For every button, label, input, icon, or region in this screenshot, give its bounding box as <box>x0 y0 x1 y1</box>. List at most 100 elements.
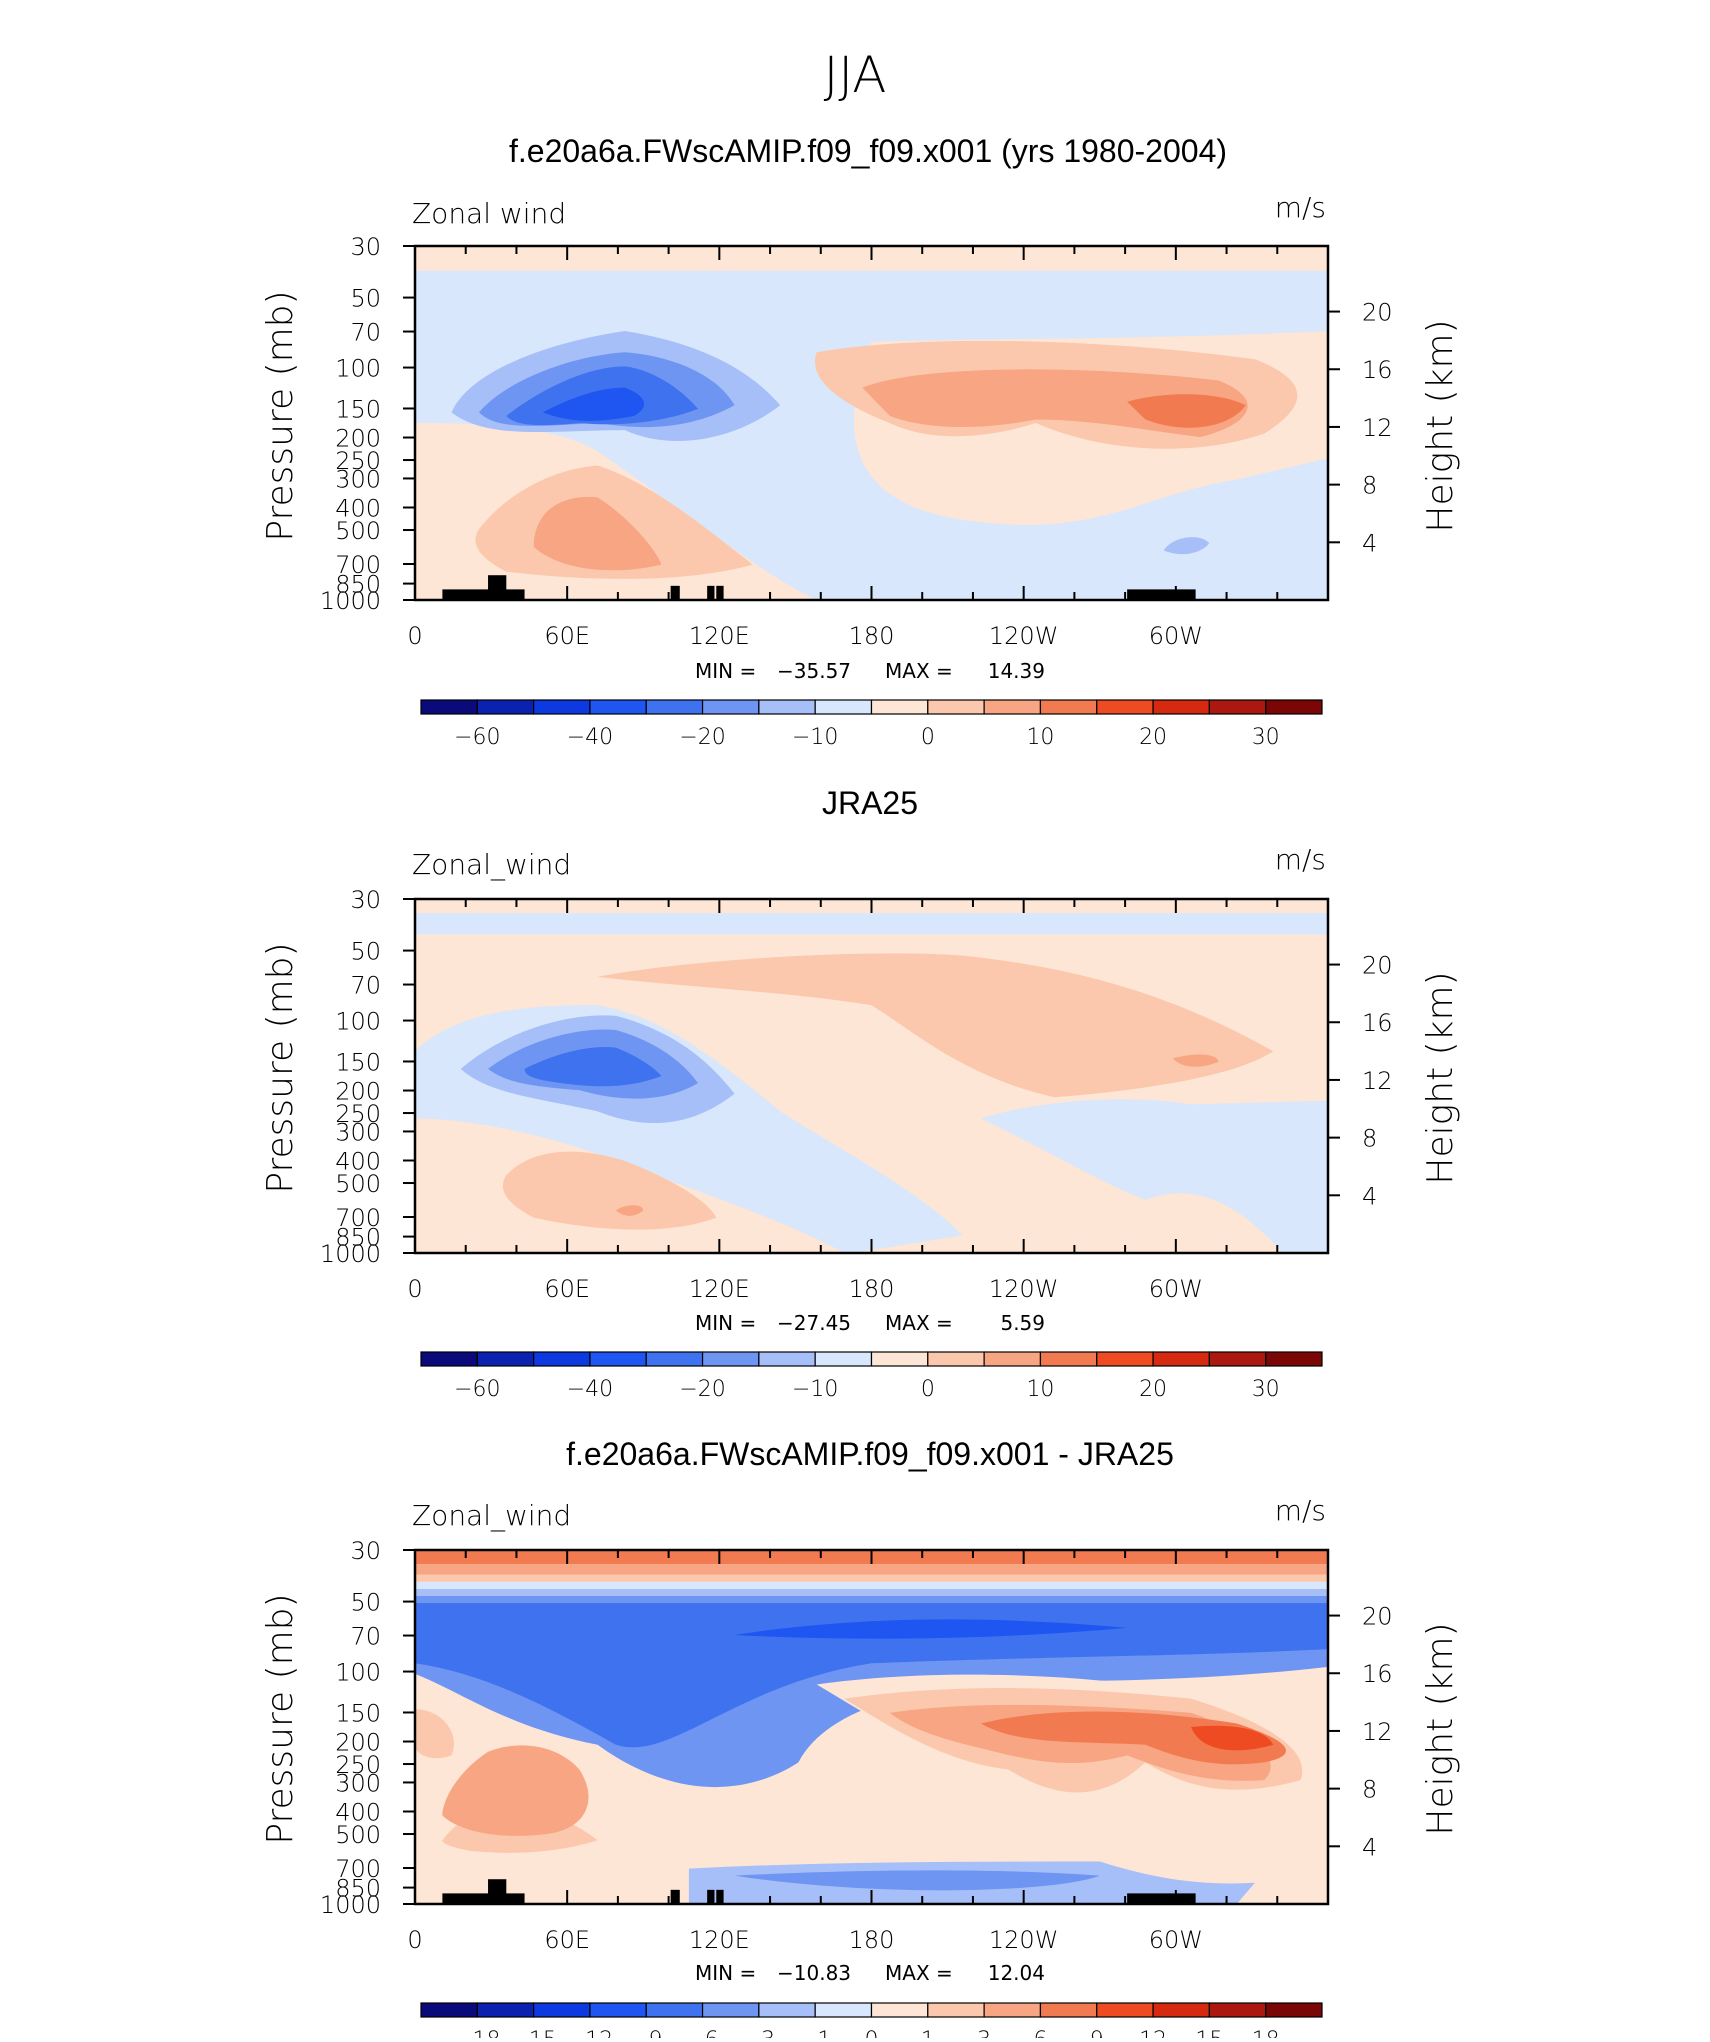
colorbar-swatch <box>701 2002 760 2018</box>
colorbar-label: 0 <box>865 2028 879 2038</box>
right-tick-label: 8 <box>1362 1125 1377 1153</box>
colorbar-swatch <box>1039 1351 1098 1367</box>
right-tick-label: 12 <box>1362 414 1393 442</box>
colorbar: −18 −15 −12 −9 −6 −3 −1 0 1 3 6 9 12 15 18 <box>420 2002 1323 2042</box>
x-tick-label: 120E <box>689 622 750 650</box>
y-tick-label: 500 <box>335 517 381 545</box>
colorbar-label: 1 <box>921 2028 935 2038</box>
stats-line: MIN = −10.83 MAX = 12.04 <box>695 1961 1045 1985</box>
contour-region-1 <box>415 913 1328 935</box>
y-tick-label: 100 <box>335 355 381 383</box>
contour-region-7 <box>597 953 1274 1098</box>
contour-region-10 <box>615 1205 644 1216</box>
colorbar-label: 30 <box>1252 725 1280 750</box>
max-label: MAX = <box>885 1961 953 1985</box>
x-tick-label: 120W <box>989 1926 1059 1954</box>
min-label: MIN = <box>695 1311 756 1335</box>
y-tick-label: 70 <box>350 972 381 1000</box>
y-tick-label: 500 <box>335 1821 381 1849</box>
right-tick-label: 8 <box>1362 1776 1377 1804</box>
y-axis-right-label: Height (km) <box>1420 971 1461 1184</box>
contour-fill <box>415 899 1328 1253</box>
contour-plot: 0 60E 120E 180 120W 60W3050701001502002503004… <box>320 233 1393 650</box>
x-tick-label: 0 <box>407 622 422 650</box>
x-tick-label: 60W <box>1149 622 1203 650</box>
panel-title: JRA25 <box>822 785 918 821</box>
colorbar-swatch <box>533 699 591 715</box>
contour-fill-inner <box>415 899 1328 1253</box>
x-axis: 0 60E 120E 180 120W 60W <box>407 899 1329 1303</box>
topography-block-5 <box>1127 589 1196 600</box>
colorbar-swatch <box>1208 699 1267 715</box>
contour-region-3 <box>415 1574 1328 1582</box>
colorbar-label: −20 <box>679 725 725 750</box>
contour-region-16 <box>442 1745 589 1836</box>
y-tick-label: 250 <box>335 1751 381 1779</box>
y-tick-label: 100 <box>335 1008 381 1036</box>
colorbar-swatch <box>589 1351 647 1367</box>
colorbar-swatch <box>1039 2002 1098 2018</box>
colorbar-label: 10 <box>1026 725 1054 750</box>
units-label: m/s <box>1275 191 1326 224</box>
y-axis-label: Pressure (mb) <box>260 1593 301 1844</box>
x-tick-label: 60W <box>1149 1275 1203 1303</box>
y-tick-label: 300 <box>335 1118 381 1146</box>
colorbar-swatch <box>1265 1351 1323 1367</box>
contour-region-8 <box>1172 1054 1219 1067</box>
y-tick-label: 150 <box>335 1699 381 1727</box>
colorbar-swatch <box>1208 1351 1267 1367</box>
contour-region-19 <box>734 1870 1100 1891</box>
y-tick-label: 200 <box>335 1078 381 1106</box>
contour-plot: 0 60E 120E 180 120W 60W3050701001502002503004… <box>320 1537 1393 1954</box>
colorbar-label: 10 <box>1026 1377 1054 1402</box>
y-tick-label: 50 <box>350 285 381 313</box>
colorbar-swatch <box>870 2002 929 2018</box>
topography-block-0 <box>442 589 525 600</box>
y-tick-label: 300 <box>335 465 381 493</box>
right-tick-label: 12 <box>1362 1067 1393 1095</box>
y-axis-right: 20 16 12 8 4 <box>1328 299 1393 557</box>
right-tick-label: 20 <box>1362 952 1393 980</box>
contour-fill <box>415 1550 1328 1904</box>
colorbar-swatch <box>420 1351 478 1367</box>
topography-block-5 <box>1127 1893 1196 1904</box>
page-title: JJA <box>824 46 887 104</box>
contour-region-17 <box>415 1709 454 1759</box>
colorbar-swatch <box>533 2002 591 2018</box>
min-value: −35.57 <box>777 659 851 683</box>
colorbar-swatch <box>476 1351 535 1367</box>
y-tick-label: 850 <box>335 1875 381 1903</box>
max-value: 5.59 <box>1000 1311 1045 1335</box>
y-tick-label: 500 <box>335 1170 381 1198</box>
x-tick-label: 60E <box>544 1926 590 1954</box>
x-tick-label: 0 <box>407 1275 422 1303</box>
y-tick-label: 850 <box>335 1224 381 1252</box>
right-tick-label: 4 <box>1362 529 1377 557</box>
colorbar-swatch <box>701 1351 760 1367</box>
x-tick-label: 180 <box>849 1926 895 1954</box>
colorbar-swatch <box>476 699 535 715</box>
colorbar-swatch <box>1265 699 1323 715</box>
colorbar-label: 30 <box>1252 1377 1280 1402</box>
y-tick-label: 50 <box>350 938 381 966</box>
colorbar-swatch <box>814 2002 873 2018</box>
colorbar-swatch <box>533 1351 591 1367</box>
units-label: m/s <box>1275 843 1326 876</box>
colorbar-swatch <box>1152 1351 1210 1367</box>
min-label: MIN = <box>695 1961 756 1985</box>
colorbar-swatch <box>589 2002 647 2018</box>
max-value: 12.04 <box>988 1961 1045 1985</box>
colorbar-label: −40 <box>567 1377 613 1402</box>
panel-model: f.e20a6a.FWscAMIP.f09_f09.x001 (yrs 1980… <box>260 133 1461 750</box>
colorbar-label: −60 <box>454 725 500 750</box>
colorbar-swatch <box>1265 2002 1323 2018</box>
x-tick-label: 180 <box>849 1275 895 1303</box>
colorbar-label: −60 <box>454 1377 500 1402</box>
colorbar-swatch <box>758 1351 816 1367</box>
y-axis-right: 20 16 12 8 4 <box>1328 952 1393 1210</box>
colorbar-label: −1 <box>799 2028 831 2038</box>
units-label: m/s <box>1275 1494 1326 1527</box>
y-axis-label: Pressure (mb) <box>260 942 301 1193</box>
colorbar-label: 18 <box>1252 2028 1280 2038</box>
colorbar-swatch <box>1096 1351 1154 1367</box>
